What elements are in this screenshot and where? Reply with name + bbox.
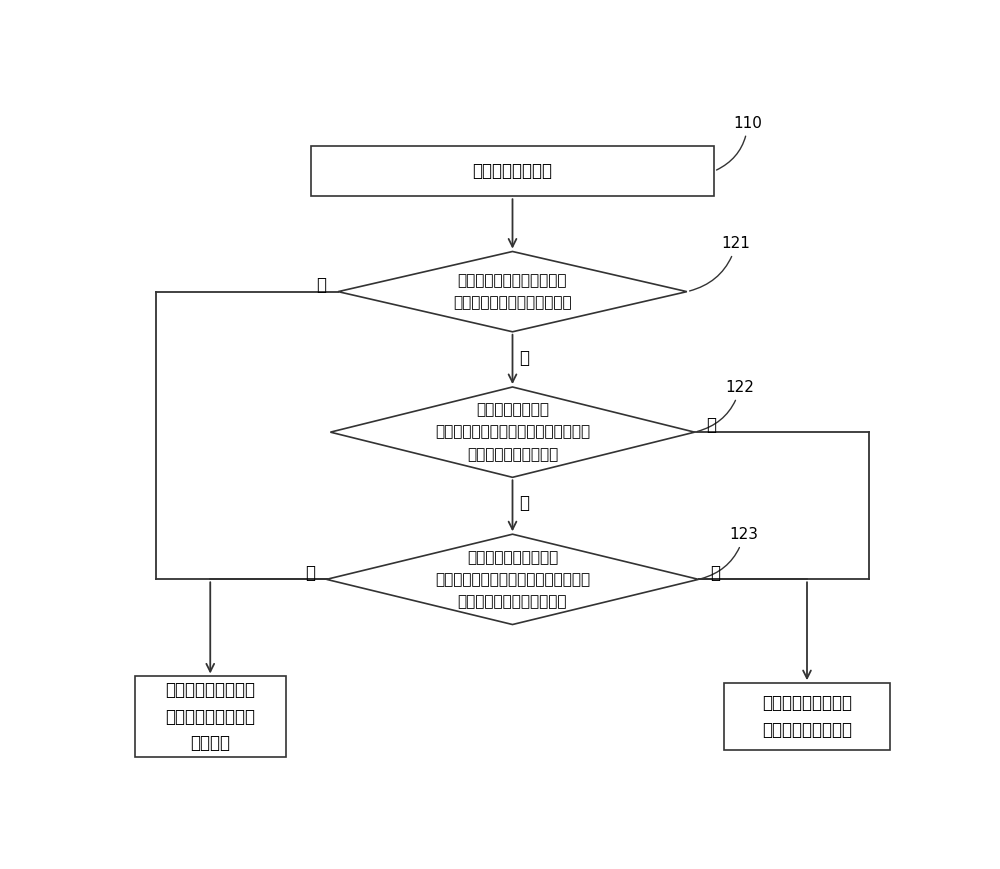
Text: 判断所述获取钞箱物理状态
是否是机芯启动后第一次获取: 判断所述获取钞箱物理状态 是否是机芯启动后第一次获取 (453, 273, 572, 310)
Text: 将原钞箱逻辑状态作
为最新钞箱逻辑状态: 将原钞箱逻辑状态作 为最新钞箱逻辑状态 (762, 694, 852, 739)
Text: 110: 110 (717, 116, 762, 170)
Polygon shape (338, 251, 687, 332)
Text: 是: 是 (316, 276, 326, 294)
Bar (311, 146, 714, 196)
Polygon shape (326, 534, 698, 625)
Polygon shape (330, 387, 695, 477)
Text: 判断所述物理状态
是否等于前次获取的钞箱物理状态转化
得到的原钞箱逻辑状态: 判断所述物理状态 是否等于前次获取的钞箱物理状态转化 得到的原钞箱逻辑状态 (435, 402, 590, 461)
Text: 123: 123 (701, 527, 759, 579)
Text: 122: 122 (697, 380, 755, 432)
Bar (135, 676, 286, 757)
Text: 否: 否 (519, 494, 529, 512)
Text: 获取钞箱物理状态: 获取钞箱物理状态 (473, 163, 552, 180)
Bar (724, 683, 890, 750)
Text: 将本次获取的钞箱物
理状态作为最新钞箱
逻辑状态: 将本次获取的钞箱物 理状态作为最新钞箱 逻辑状态 (165, 681, 255, 752)
Text: 是: 是 (706, 416, 716, 434)
Text: 否: 否 (710, 564, 720, 581)
Text: 判断从上一次获取钞箱
物理状态到本次获取钞箱物理状态的时
间段内钞箱是否有钞票进出: 判断从上一次获取钞箱 物理状态到本次获取钞箱物理状态的时 间段内钞箱是否有钞票进… (435, 550, 590, 609)
Text: 是: 是 (305, 564, 315, 581)
Text: 否: 否 (519, 348, 529, 367)
Text: 121: 121 (690, 236, 751, 291)
